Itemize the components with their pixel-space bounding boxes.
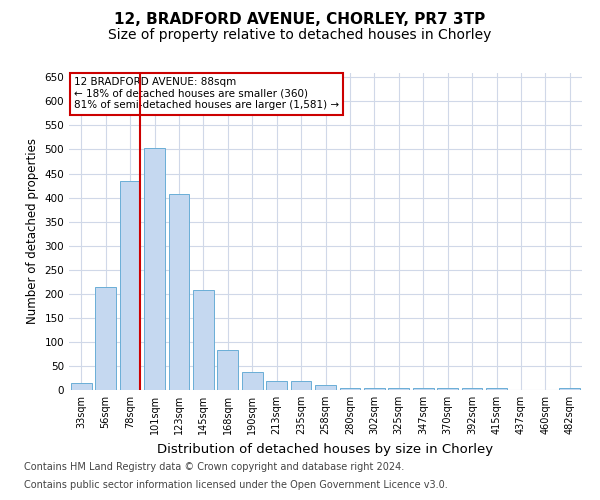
Text: 12, BRADFORD AVENUE, CHORLEY, PR7 3TP: 12, BRADFORD AVENUE, CHORLEY, PR7 3TP xyxy=(115,12,485,28)
Bar xyxy=(364,388,385,390)
Y-axis label: Number of detached properties: Number of detached properties xyxy=(26,138,39,324)
Bar xyxy=(388,388,409,390)
Bar xyxy=(266,382,287,390)
Bar xyxy=(217,350,238,390)
Bar xyxy=(144,148,165,390)
Bar xyxy=(486,388,507,390)
Bar xyxy=(193,290,214,390)
X-axis label: Distribution of detached houses by size in Chorley: Distribution of detached houses by size … xyxy=(157,442,494,456)
Bar xyxy=(169,194,190,390)
Bar xyxy=(315,385,336,390)
Text: Contains HM Land Registry data © Crown copyright and database right 2024.: Contains HM Land Registry data © Crown c… xyxy=(24,462,404,472)
Bar xyxy=(461,388,482,390)
Bar xyxy=(290,382,311,390)
Text: Size of property relative to detached houses in Chorley: Size of property relative to detached ho… xyxy=(109,28,491,42)
Bar xyxy=(559,388,580,390)
Text: 12 BRADFORD AVENUE: 88sqm
← 18% of detached houses are smaller (360)
81% of semi: 12 BRADFORD AVENUE: 88sqm ← 18% of detac… xyxy=(74,78,339,110)
Bar xyxy=(413,388,434,390)
Bar xyxy=(95,286,116,390)
Text: Contains public sector information licensed under the Open Government Licence v3: Contains public sector information licen… xyxy=(24,480,448,490)
Bar xyxy=(340,388,361,390)
Bar xyxy=(242,372,263,390)
Bar xyxy=(437,388,458,390)
Bar xyxy=(119,180,140,390)
Bar xyxy=(71,383,92,390)
